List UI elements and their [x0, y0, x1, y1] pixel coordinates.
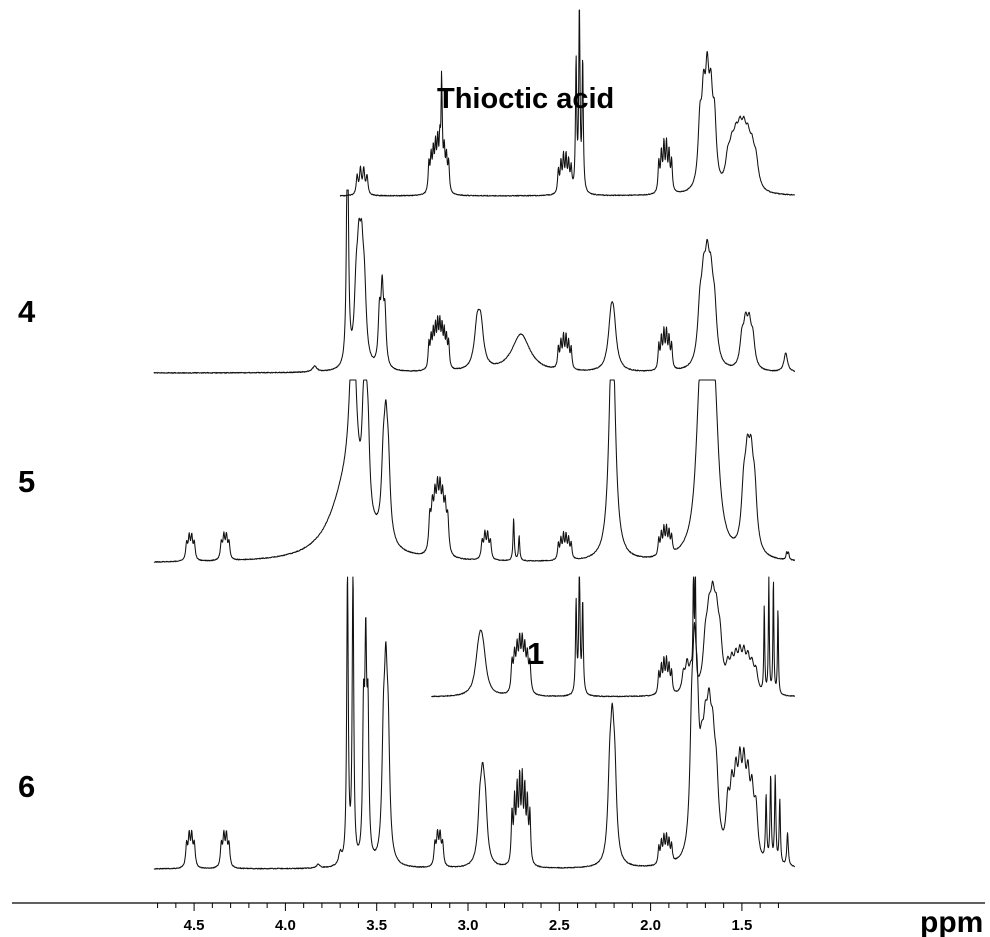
- trace-label-6: 6: [18, 769, 35, 804]
- x-tick-label: 4.0: [275, 917, 296, 934]
- trace-label-1: 1: [527, 636, 544, 671]
- x-axis-label: ppm: [920, 906, 983, 937]
- x-tick-label: 1.5: [731, 917, 752, 934]
- spectrum-trace-5: [153, 379, 796, 563]
- x-tick-label: 2.5: [549, 917, 570, 934]
- trace-label-4: 4: [18, 294, 36, 329]
- trace-labels: Thioctic acid 4 5 1 6: [18, 83, 614, 804]
- x-tick-label: 3.5: [366, 917, 387, 934]
- x-tick-label: 4.5: [184, 917, 205, 934]
- spectrum-trace-6: [153, 576, 796, 870]
- x-tick-label: 2.0: [640, 917, 661, 934]
- x-tick-label: 3.0: [458, 917, 479, 934]
- spectrum-trace-thioctic-acid: [339, 9, 796, 197]
- spectrum-trace-4: [153, 189, 796, 374]
- spectrum-trace-1: [431, 576, 796, 698]
- x-axis: 4.5 4.0 3.5 3.0 2.5 2.0 1.5 ppm: [12, 902, 985, 937]
- spectra-traces: [153, 9, 796, 870]
- trace-label-thioctic-acid: Thioctic acid: [437, 83, 614, 115]
- trace-label-5: 5: [18, 464, 35, 499]
